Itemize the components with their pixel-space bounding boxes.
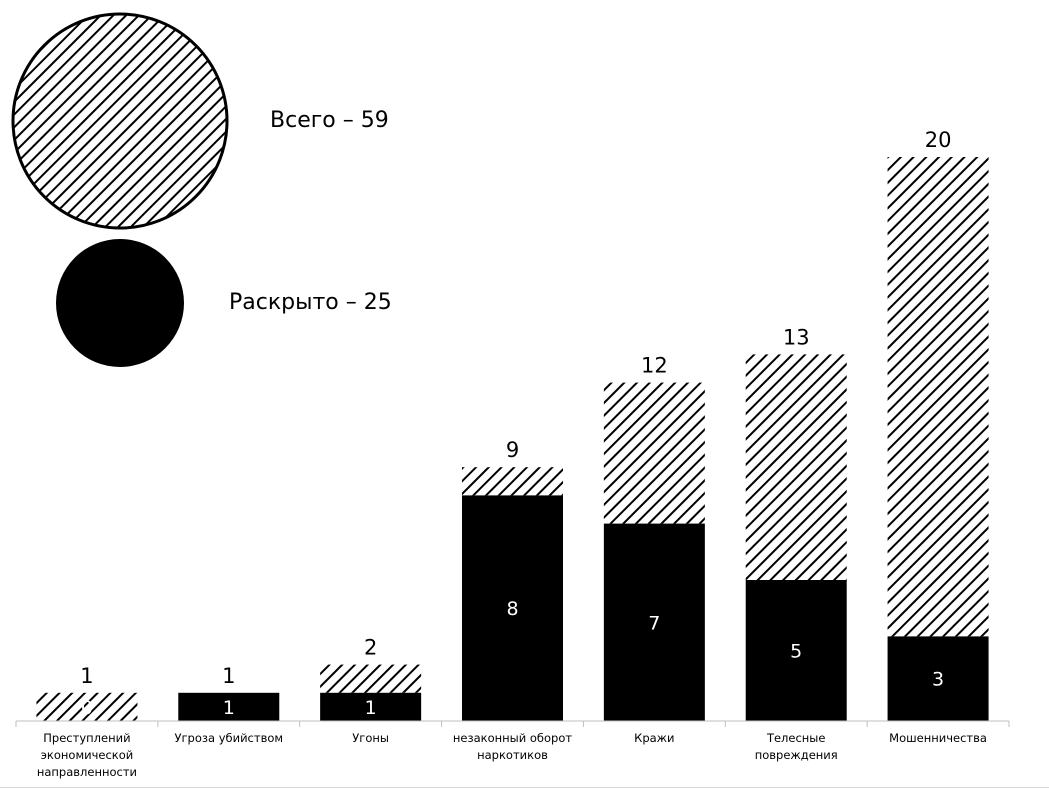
category-label: Преступлений экономической направленност… [36,731,138,779]
bar-total-segment [887,157,989,637]
solved-data-label: 1 [223,697,235,719]
legend-total-label: Всего – 59 [270,108,389,133]
bar-solved-segment [320,692,422,721]
solved-data-label: 5 [790,641,802,663]
solved-data-label: 7 [648,612,660,634]
category-label: Угроза убийством [174,731,284,745]
category-label: Телесные повреждения [754,731,838,762]
legend-solved-circle [56,239,184,367]
total-data-label: 9 [506,438,519,462]
category-label: Кражи [634,731,675,745]
total-data-label: 13 [783,325,810,349]
bar-solved-segment [603,523,705,721]
bar-total-segment [462,467,563,496]
legend-solved-label: Раскрыто – 25 [229,290,392,315]
solved-data-label: 0 [81,697,93,719]
legend-total-circle [11,12,229,230]
solved-data-label: 1 [365,697,377,719]
bottom-rule [0,787,1049,788]
total-data-label: 2 [364,636,377,660]
total-data-label: 12 [641,354,668,378]
category-label: Мошенничества [889,731,987,745]
bar-total-segment [36,692,138,721]
bar-total-segment [320,664,422,693]
total-data-label: 1 [80,664,93,688]
bar-solved-segment [178,692,280,721]
solved-data-label: 8 [506,598,518,620]
bar-solved-segment [887,636,989,721]
x-axis-ticks [15,721,1010,727]
category-label: Угоны [352,731,389,745]
solved-data-label: 3 [932,669,944,691]
bar-solved-segment [745,580,847,721]
bar-total-segment [603,382,705,524]
total-data-label: 20 [925,128,952,152]
total-data-label: 1 [222,664,235,688]
category-label: незаконный оборот наркотиков [452,731,573,762]
bar-total-segment [745,354,847,580]
bar-solved-segment [462,495,563,721]
